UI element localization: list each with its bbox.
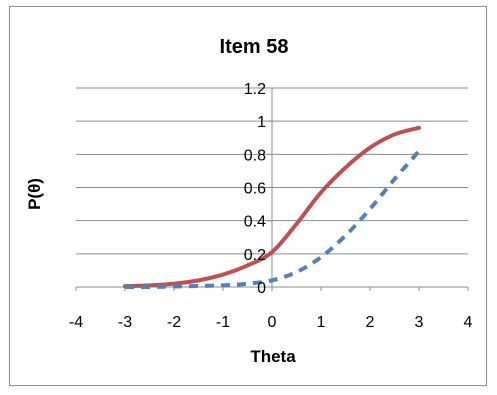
y-tick-labels: 0 0.2 0.4 0.6 0.8 1 1.2 [244,81,266,297]
chart-svg: Item 58 00.20.40.60.811.2 -4 -3 -2 -1 0 1 2 3 4 … [25,36,473,366]
x-tick-label: -2 [167,314,181,331]
y-axis-label: P(θ) [25,178,44,210]
y-tick-label: 0.6 [244,181,266,198]
x-tick-label: 1 [317,314,326,331]
chart-area: Item 58 0 0.2 0.4 0.6 0.8 1 1.2 -4 -3 -2 -1 0 1 2 3 4 … [9,6,487,386]
y-tick-label: 1.2 [244,81,266,98]
x-tick-label: -4 [69,314,83,331]
axes [75,87,469,291]
x-tick-label: -1 [216,314,230,331]
x-tick-label: 3 [415,314,424,331]
series-line-solid [123,125,421,289]
y-tick-label: 0 [257,280,266,297]
series-line-dashed [124,149,421,290]
series-layer [123,125,421,290]
chart-title: Item 58 [220,36,289,58]
x-tick-label: 0 [268,314,277,331]
x-tick-labels: -4 -3 -2 -1 0 1 2 3 4 [69,314,473,331]
x-axis-label: Theta [250,347,296,366]
y-tick-label: 1 [257,114,266,131]
x-tick-label: 4 [464,314,473,331]
y-tick-label: 0.4 [244,214,266,231]
y-tick-label: 0.8 [244,147,266,164]
x-tick-label: -3 [118,314,132,331]
x-tick-label: 2 [366,314,375,331]
y-tick-label: 0.2 [244,247,266,264]
